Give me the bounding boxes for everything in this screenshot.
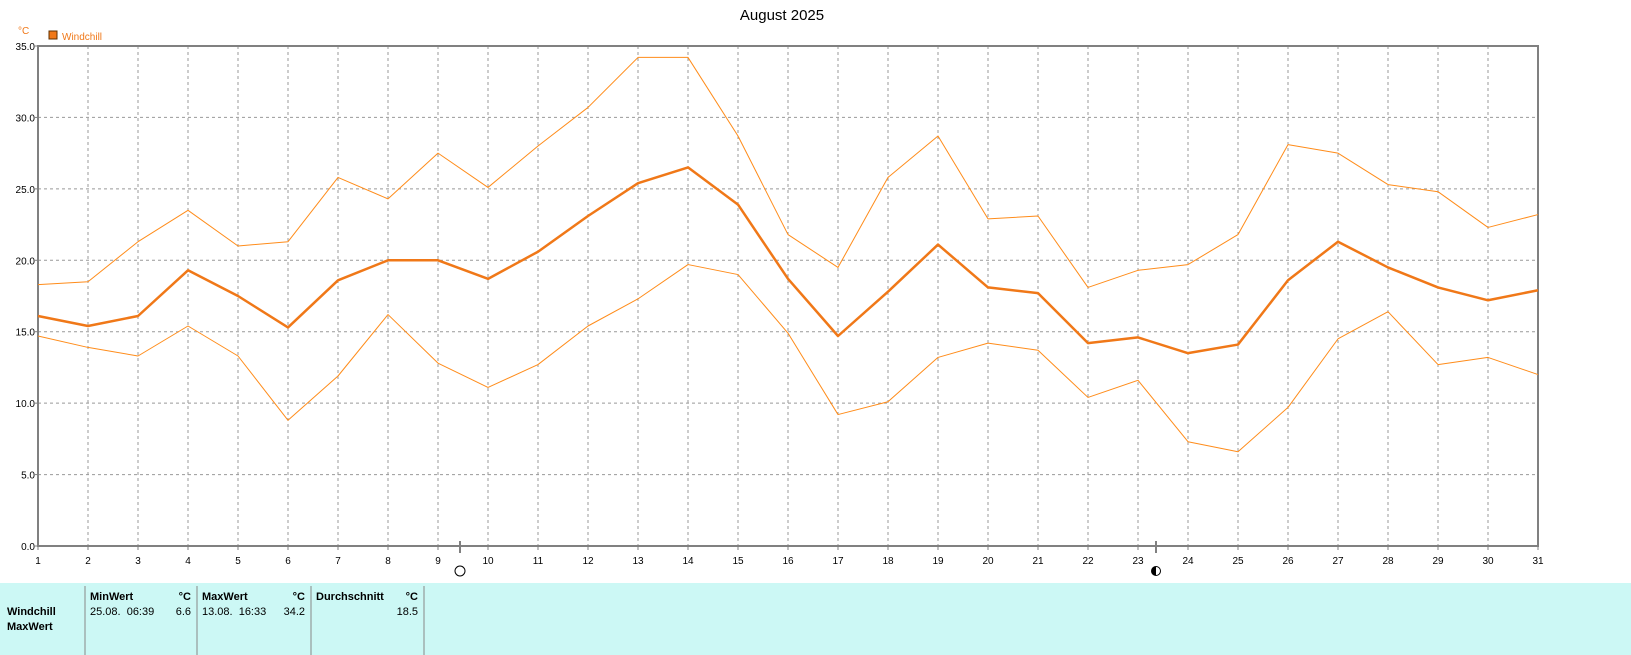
y-tick-label: 20.0 [16, 256, 36, 267]
y-tick-label: 35.0 [16, 42, 36, 53]
table-cell: 18.5 [397, 606, 418, 618]
y-tick-label: 0.0 [21, 542, 35, 553]
x-tick-label: 2 [85, 556, 91, 567]
full-moon [454, 565, 466, 577]
column-header: Durchschnitt [316, 591, 384, 603]
x-tick-label: 15 [732, 556, 744, 567]
x-tick-label: 11 [533, 556, 544, 567]
x-tick-label: 5 [235, 556, 241, 567]
x-tick-label: 7 [335, 556, 341, 567]
x-tick-label: 16 [782, 556, 794, 567]
x-tick-label: 24 [1182, 556, 1194, 567]
column-unit: °C [406, 591, 418, 603]
x-tick-label: 9 [435, 556, 441, 567]
x-tick-label: 3 [135, 556, 141, 567]
table-cell: 34.2 [284, 606, 305, 618]
y-tick-label: 10.0 [16, 399, 36, 410]
y-unit: °C [18, 26, 29, 37]
x-tick-label: 22 [1082, 556, 1094, 567]
y-tick-label: 25.0 [16, 185, 36, 196]
legend-swatch [48, 30, 58, 40]
column-header: MinWert [90, 591, 134, 603]
x-tick-label: 19 [932, 556, 944, 567]
column-header: MaxWert [202, 591, 248, 603]
x-tick-label: 29 [1432, 556, 1444, 567]
x-tick-label: 14 [682, 556, 694, 567]
x-tick-label: 17 [832, 556, 844, 567]
x-tick-label: 25 [1232, 556, 1244, 567]
x-tick-label: 13 [632, 556, 644, 567]
x-tick-label: 20 [982, 556, 994, 567]
moon-phases [454, 541, 1161, 577]
table-cell: 13.08. 16:33 [202, 606, 266, 618]
row-label: Windchill [7, 606, 56, 618]
y-tick-label: 15.0 [16, 328, 36, 339]
x-tick-label: 10 [482, 556, 494, 567]
x-tick-label: 1 [35, 556, 41, 567]
plot-frame [37, 45, 1539, 547]
x-tick-label: 4 [185, 556, 191, 567]
y-tick-label: 30.0 [16, 113, 36, 124]
x-tick-label: 26 [1282, 556, 1294, 567]
series-line [37, 264, 1539, 453]
y-tick-label: 5.0 [21, 471, 35, 482]
x-tick-label: 31 [1532, 556, 1544, 567]
x-tick-label: 30 [1482, 556, 1494, 567]
x-tick-label: 27 [1332, 556, 1344, 567]
series-line [37, 56, 1539, 288]
row-label: MaxWert [7, 621, 53, 633]
x-tick-label: 23 [1132, 556, 1144, 567]
series-line [37, 166, 1539, 355]
x-tick-label: 12 [582, 556, 594, 567]
legend-label: Windchill [62, 32, 102, 43]
x-tick-label: 6 [285, 556, 291, 567]
x-tick-label: 8 [385, 556, 391, 567]
x-tick-label: 28 [1382, 556, 1394, 567]
chart-title: August 2025 [740, 7, 824, 24]
column-unit: °C [179, 591, 191, 603]
table-cell: 25.08. 06:39 [90, 606, 154, 618]
table-background [0, 583, 1631, 655]
column-unit: °C [293, 591, 305, 603]
table-cell: 6.6 [176, 606, 191, 618]
last-quarter-fill [1151, 566, 1156, 576]
x-tick-label: 18 [882, 556, 894, 567]
x-tick-label: 21 [1032, 556, 1044, 567]
